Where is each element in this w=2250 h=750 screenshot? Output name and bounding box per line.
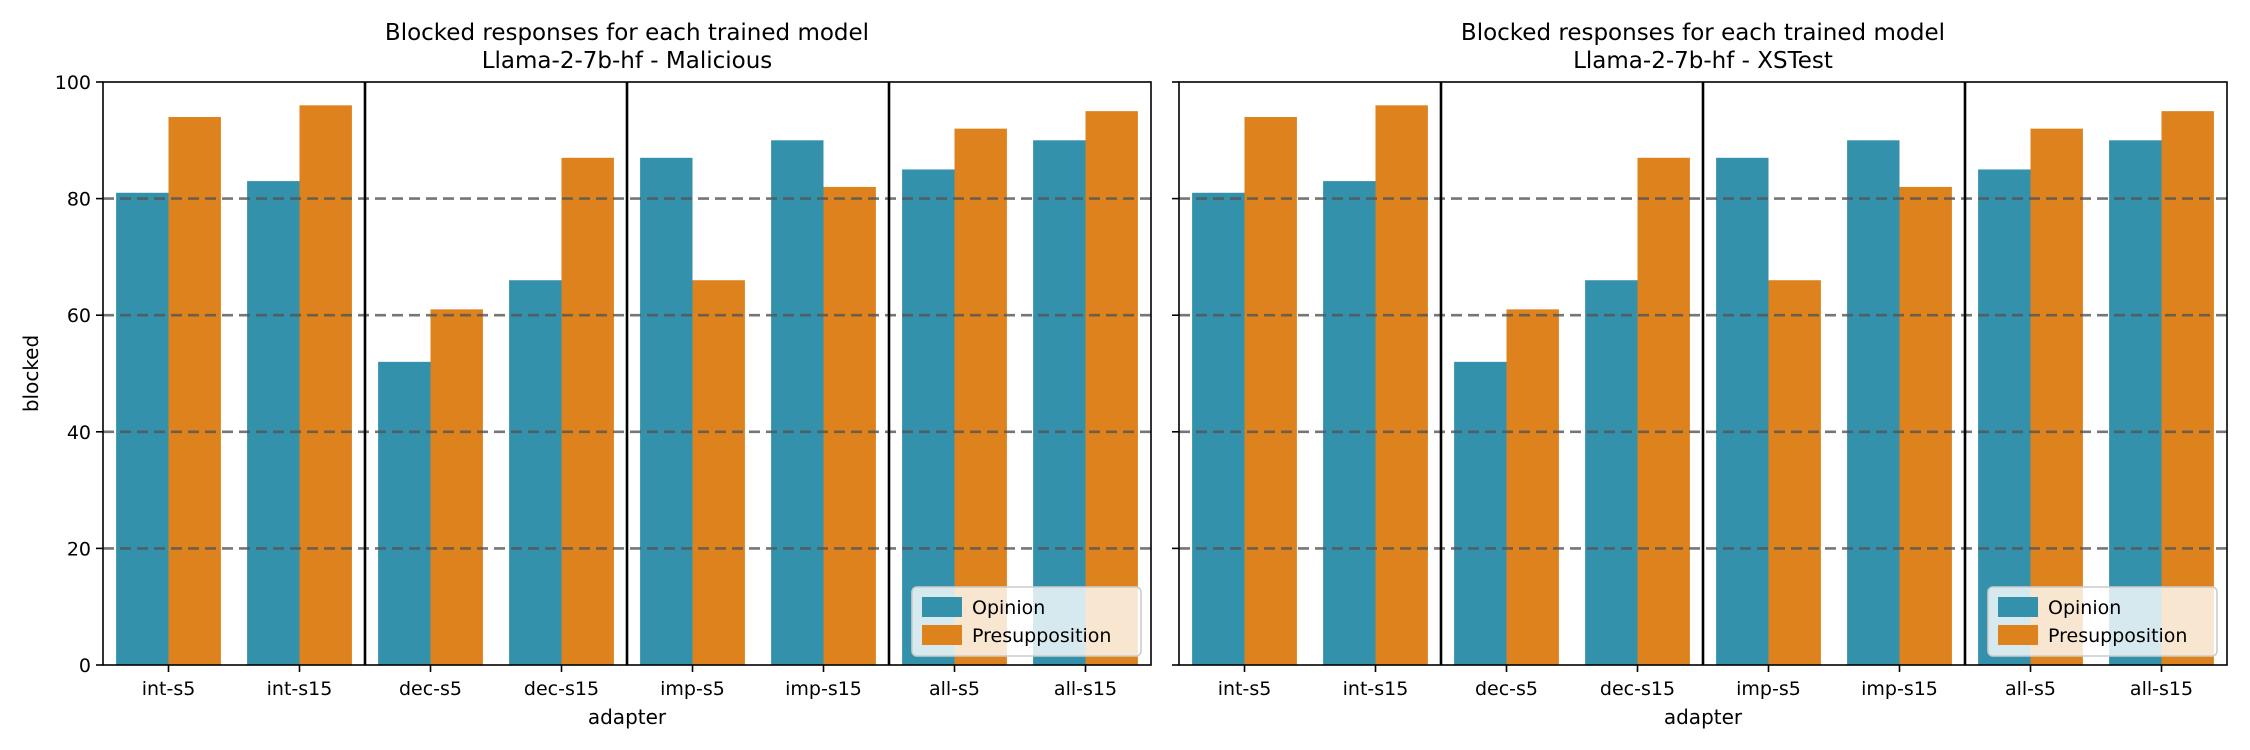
bar-opinion-int-s5 (1192, 192, 1245, 665)
bar-presupposition-int-s5 (1244, 116, 1297, 666)
x-tick-label-all-s5: all-s5 (929, 678, 980, 700)
y-tick-label-0: 0 (79, 655, 91, 677)
legend: Opinion Presupposition (911, 586, 1142, 657)
x-tick-label-all-s15: all-s15 (1054, 678, 1117, 700)
bar-opinion-int-s5 (116, 192, 169, 665)
legend-box (1987, 586, 2218, 657)
chart-panel-2: int-s5 int-s15 dec-s5 dec-s15 imp-s5 imp-s15 a… (1172, 20, 2228, 729)
legend-label-presupposition: Presupposition (972, 625, 1111, 647)
bar-opinion-imp-s15 (771, 140, 824, 666)
bar-opinion-all-s5 (902, 169, 955, 665)
x-tick-label-imp-s5: imp-s5 (660, 678, 725, 700)
legend-swatch-opinion (922, 597, 962, 617)
bar-presupposition-int-s15 (299, 105, 352, 665)
x-tick-label-imp-s15: imp-s15 (1861, 678, 1938, 700)
chart-panel-1: 0 20 40 60 80 100 int-s5 int-s15 dec-s5 dec-s15 im… (19, 20, 1152, 729)
y-tick-label-100: 100 (55, 72, 91, 94)
chart-subtitle: Llama-2-7b-hf - Malicious (482, 48, 773, 74)
x-axis-label: adapter (588, 705, 667, 729)
bar-opinion-dec-s5 (1454, 361, 1507, 665)
y-axis-label: blocked (19, 335, 43, 412)
y-tick-label-80: 80 (67, 189, 91, 211)
y-tick-label-40: 40 (67, 422, 91, 444)
bar-opinion-dec-s15 (509, 280, 562, 665)
bar-presupposition-int-s15 (1375, 105, 1428, 665)
bar-presupposition-imp-s15 (823, 186, 876, 665)
bar-opinion-imp-s5 (1716, 157, 1769, 666)
bar-opinion-all-s5 (1978, 169, 2031, 665)
x-tick-label-dec-s15: dec-s15 (1600, 678, 1675, 700)
bar-opinion-dec-s15 (1585, 280, 1638, 665)
bar-presupposition-all-s15 (1085, 111, 1138, 665)
bar-presupposition-dec-s5 (430, 309, 483, 665)
bar-opinion-all-s15 (2109, 140, 2162, 666)
legend-label-opinion: Opinion (972, 597, 1045, 619)
legend-box (911, 586, 1142, 657)
bar-presupposition-dec-s15 (561, 157, 614, 666)
axes-frame (102, 81, 1152, 666)
bar-presupposition-all-s15 (2161, 111, 2214, 665)
bar-opinion-int-s15 (247, 181, 300, 666)
x-tick-label-int-s5: int-s5 (1218, 678, 1272, 700)
bar-opinion-dec-s5 (378, 361, 431, 665)
bar-presupposition-imp-s5 (692, 280, 745, 665)
bar-presupposition-dec-s15 (1637, 157, 1690, 666)
x-tick-label-dec-s15: dec-s15 (524, 678, 599, 700)
bar-presupposition-dec-s5 (1506, 309, 1559, 665)
x-tick-label-imp-s15: imp-s15 (785, 678, 862, 700)
legend: Opinion Presupposition (1987, 586, 2218, 657)
axes-frame (1178, 81, 2228, 666)
bar-presupposition-all-s5 (954, 128, 1007, 665)
legend-label-presupposition: Presupposition (2048, 625, 2187, 647)
x-tick-label-int-s5: int-s5 (142, 678, 196, 700)
bar-presupposition-imp-s5 (1768, 280, 1821, 665)
bar-presupposition-int-s5 (168, 116, 221, 666)
chart-subtitle: Llama-2-7b-hf - XSTest (1573, 48, 1833, 74)
bar-presupposition-imp-s15 (1899, 186, 1952, 665)
bar-opinion-int-s15 (1323, 181, 1376, 666)
legend-swatch-presupposition (1998, 625, 2038, 645)
legend-swatch-presupposition (922, 625, 962, 645)
x-tick-label-dec-s5: dec-s5 (399, 678, 462, 700)
x-axis-label: adapter (1664, 705, 1743, 729)
bar-opinion-imp-s15 (1847, 140, 1900, 666)
legend-swatch-opinion (1998, 597, 2038, 617)
y-tick-label-20: 20 (67, 538, 91, 560)
x-tick-label-all-s15: all-s15 (2130, 678, 2193, 700)
chart-title: Blocked responses for each trained model (1461, 20, 1945, 46)
x-tick-label-int-s15: int-s15 (1343, 678, 1409, 700)
y-tick-label-60: 60 (67, 305, 91, 327)
x-tick-label-imp-s5: imp-s5 (1736, 678, 1801, 700)
bar-opinion-all-s15 (1033, 140, 1086, 666)
legend-label-opinion: Opinion (2048, 597, 2121, 619)
x-tick-label-all-s5: all-s5 (2005, 678, 2056, 700)
x-tick-label-int-s15: int-s15 (267, 678, 333, 700)
bar-opinion-imp-s5 (640, 157, 693, 666)
chart-title: Blocked responses for each trained model (385, 20, 869, 46)
bar-presupposition-all-s5 (2030, 128, 2083, 665)
x-tick-label-dec-s5: dec-s5 (1475, 678, 1538, 700)
